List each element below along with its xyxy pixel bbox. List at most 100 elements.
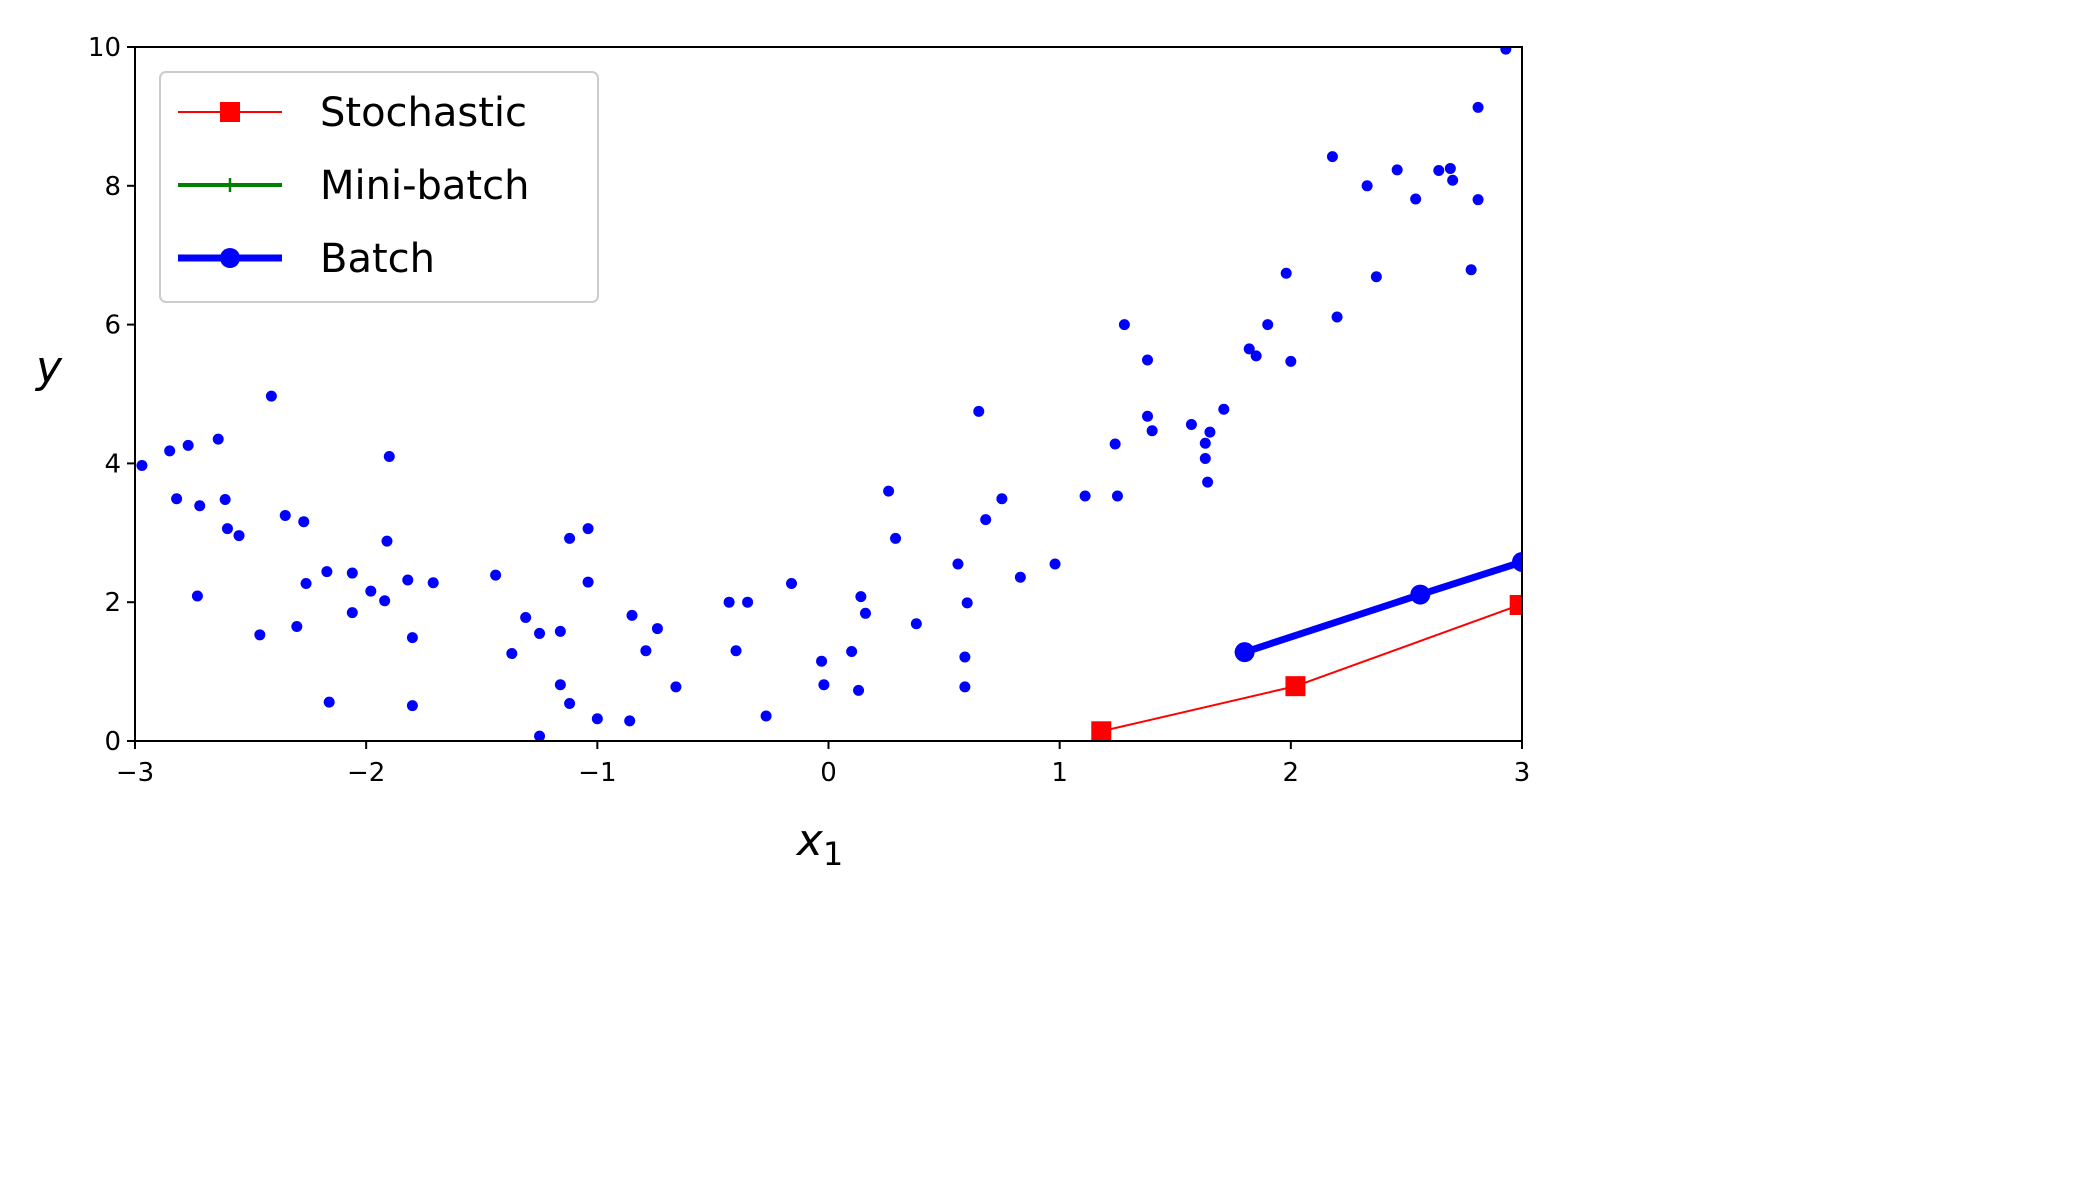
data-point xyxy=(1465,264,1477,276)
y-axis-ticks: 0 2 4 6 8 10 xyxy=(88,33,135,757)
x-tick-label: −3 xyxy=(116,758,154,788)
data-point xyxy=(640,645,652,657)
data-point xyxy=(742,596,754,608)
legend-stochastic-label: Stochastic xyxy=(320,90,527,136)
data-point xyxy=(651,623,663,635)
data-point xyxy=(1202,476,1214,488)
data-point xyxy=(1109,438,1121,450)
stochastic-marker xyxy=(1509,594,1522,615)
data-point xyxy=(973,405,985,417)
batch-marker xyxy=(1410,584,1431,605)
data-point xyxy=(1049,558,1061,570)
data-point xyxy=(959,651,971,663)
x-tick-label: 2 xyxy=(1283,758,1300,788)
data-point xyxy=(1262,319,1274,331)
data-point xyxy=(1433,165,1445,177)
data-point xyxy=(321,566,333,578)
data-point xyxy=(221,523,233,535)
data-point xyxy=(980,514,992,526)
y-tick-label: 10 xyxy=(88,33,121,63)
data-point xyxy=(383,450,395,462)
data-point xyxy=(300,577,312,589)
data-point xyxy=(1079,490,1091,502)
batch-marker xyxy=(1512,551,1522,572)
data-point xyxy=(564,698,576,710)
y-tick-label: 0 xyxy=(104,727,121,757)
data-point xyxy=(1410,193,1422,205)
data-point xyxy=(1370,271,1382,283)
data-point xyxy=(1250,350,1262,362)
data-point xyxy=(1472,194,1484,206)
x-axis-ticks: −3 −2 −1 0 1 2 3 xyxy=(116,741,1530,788)
data-point xyxy=(534,730,546,741)
y-tick-label: 6 xyxy=(104,311,121,341)
data-point xyxy=(534,627,546,639)
data-point xyxy=(136,459,148,471)
data-point xyxy=(379,595,391,607)
data-point xyxy=(1204,426,1216,438)
data-point xyxy=(1218,403,1230,415)
data-point xyxy=(490,569,502,581)
data-point xyxy=(381,535,393,547)
data-point xyxy=(1361,180,1373,192)
data-point xyxy=(1142,410,1154,422)
data-point xyxy=(818,679,830,691)
data-point xyxy=(164,445,176,457)
data-point xyxy=(730,645,742,657)
data-point xyxy=(961,597,973,609)
data-point xyxy=(1472,101,1484,113)
data-point xyxy=(723,596,735,608)
chart-container: −3 −2 −1 0 1 2 3 0 2 4 6 8 10 x1 y Stochastic Mini-b… xyxy=(34,33,1530,873)
data-point xyxy=(855,591,867,603)
legend-mini-batch-marker xyxy=(223,178,237,192)
data-point xyxy=(853,684,865,696)
data-point xyxy=(582,576,594,588)
data-point xyxy=(402,574,414,586)
data-point xyxy=(365,585,377,597)
data-point xyxy=(959,681,971,693)
data-point xyxy=(591,713,603,725)
data-point xyxy=(859,607,871,619)
legend-stochastic-marker xyxy=(220,102,240,122)
data-point xyxy=(816,655,828,667)
data-point xyxy=(1391,164,1403,176)
legend-batch-label: Batch xyxy=(320,236,435,282)
series-layer xyxy=(1091,551,1522,741)
data-point xyxy=(624,715,636,727)
data-point xyxy=(883,485,895,497)
data-point xyxy=(1243,343,1255,355)
data-point xyxy=(1199,437,1211,449)
data-point xyxy=(1118,319,1130,331)
y-tick-label: 8 xyxy=(104,172,121,202)
legend-mini-batch-label: Mini-batch xyxy=(320,163,529,209)
data-point xyxy=(1280,267,1292,279)
data-point xyxy=(1014,571,1026,583)
data-point xyxy=(219,493,231,505)
data-point xyxy=(265,390,277,402)
data-point xyxy=(846,645,858,657)
data-point xyxy=(554,625,566,637)
data-point xyxy=(1326,151,1338,163)
data-point xyxy=(1285,355,1297,367)
data-point xyxy=(670,681,682,693)
x-tick-label: 3 xyxy=(1514,758,1531,788)
x-tick-label: −1 xyxy=(578,758,616,788)
stochastic-marker xyxy=(1091,721,1112,741)
x-axis-title: x1 xyxy=(795,815,843,873)
data-point xyxy=(346,607,358,619)
data-point xyxy=(279,509,291,521)
batch-marker xyxy=(1234,642,1255,663)
data-point xyxy=(233,530,245,542)
y-tick-label: 4 xyxy=(104,449,121,479)
data-point xyxy=(760,710,772,722)
data-point xyxy=(194,500,206,512)
data-point xyxy=(520,611,532,623)
x-tick-label: −2 xyxy=(347,758,385,788)
data-point xyxy=(1146,425,1158,437)
data-point xyxy=(191,590,203,602)
data-point xyxy=(564,532,576,544)
data-point xyxy=(626,609,638,621)
data-point xyxy=(506,648,518,660)
y-axis-title: y xyxy=(34,342,63,393)
legend: Stochastic Mini-batch Batch xyxy=(159,71,599,303)
